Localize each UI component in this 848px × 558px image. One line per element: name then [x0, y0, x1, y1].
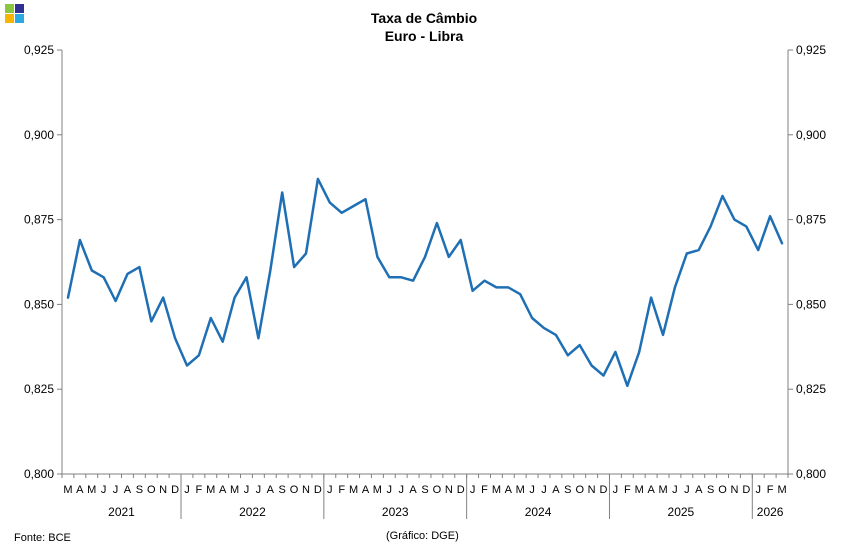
month-label: O: [718, 484, 727, 496]
year-label: 2026: [757, 505, 784, 519]
month-label: S: [279, 484, 286, 496]
y-tick-label-left: 0,825: [24, 382, 54, 396]
month-label: N: [159, 484, 167, 496]
year-label: 2025: [668, 505, 695, 519]
y-tick-label-right: 0,800: [796, 467, 826, 481]
month-label: F: [338, 484, 345, 496]
year-label: 2021: [108, 505, 135, 519]
month-label: M: [516, 484, 525, 496]
month-label: M: [373, 484, 382, 496]
month-label: M: [492, 484, 501, 496]
month-label: D: [171, 484, 179, 496]
month-label: J: [672, 484, 678, 496]
logo-square-cyan: [15, 14, 24, 23]
month-label: N: [730, 484, 738, 496]
month-label: J: [529, 484, 535, 496]
month-label: J: [101, 484, 107, 496]
month-label: M: [87, 484, 96, 496]
month-label: D: [742, 484, 750, 496]
month-label: J: [256, 484, 262, 496]
month-label: A: [695, 484, 703, 496]
series-marks: [66, 177, 784, 388]
y-tick-label-left: 0,875: [24, 213, 54, 227]
month-label: J: [327, 484, 333, 496]
month-label: F: [767, 484, 774, 496]
month-label: J: [541, 484, 547, 496]
month-label: J: [244, 484, 250, 496]
month-label: A: [409, 484, 417, 496]
month-label: S: [564, 484, 571, 496]
month-label: M: [658, 484, 667, 496]
y-tick-label-left: 0,850: [24, 297, 54, 311]
month-label: S: [136, 484, 143, 496]
month-label: D: [457, 484, 465, 496]
month-label: A: [552, 484, 560, 496]
month-label: O: [575, 484, 584, 496]
y-tick-label-left: 0,800: [24, 467, 54, 481]
month-label: N: [445, 484, 453, 496]
y-tick-label-right: 0,825: [796, 382, 826, 396]
credit-note: (Gráfico: DGE): [386, 530, 459, 542]
month-label: N: [302, 484, 310, 496]
logo-square-yellow: [5, 14, 14, 23]
month-label: D: [600, 484, 608, 496]
logo-square-green: [5, 4, 14, 13]
y-tick-label-right: 0,900: [796, 128, 826, 142]
month-label: A: [362, 484, 370, 496]
month-label: F: [196, 484, 203, 496]
year-label: 2023: [382, 505, 409, 519]
month-label: J: [398, 484, 404, 496]
logo-square-blue: [15, 4, 24, 13]
series-line: [66, 177, 784, 388]
month-label: O: [433, 484, 442, 496]
month-label: J: [755, 484, 761, 496]
month-label: A: [505, 484, 513, 496]
month-label: J: [684, 484, 690, 496]
axes: 0,800 0,800 0,825 0,825 0,850 0,850 0,875 0,875…: [24, 43, 826, 519]
chart-title: Taxa de Câmbio: [371, 10, 477, 26]
month-label: J: [613, 484, 619, 496]
chart-subtitle: Euro - Libra: [385, 28, 464, 44]
y-tick-label-right: 0,850: [796, 297, 826, 311]
month-label: M: [63, 484, 72, 496]
month-label: O: [290, 484, 299, 496]
month-label: M: [206, 484, 215, 496]
month-label: A: [219, 484, 227, 496]
month-label: M: [349, 484, 358, 496]
month-label: A: [267, 484, 275, 496]
logo: [5, 4, 25, 24]
month-label: J: [113, 484, 119, 496]
month-label: F: [624, 484, 631, 496]
month-label: A: [647, 484, 655, 496]
month-label: S: [707, 484, 714, 496]
month-label: J: [470, 484, 476, 496]
month-label: A: [124, 484, 132, 496]
month-label: M: [635, 484, 644, 496]
month-label: J: [184, 484, 190, 496]
month-label: A: [76, 484, 84, 496]
month-label: O: [147, 484, 156, 496]
y-tick-label-right: 0,925: [796, 43, 826, 57]
month-label: M: [777, 484, 786, 496]
month-label: D: [314, 484, 322, 496]
y-tick-label-right: 0,875: [796, 213, 826, 227]
month-label: M: [230, 484, 239, 496]
y-tick-label-left: 0,900: [24, 128, 54, 142]
month-label: S: [421, 484, 428, 496]
source-note: Fonte: BCE: [14, 532, 71, 544]
y-tick-label-left: 0,925: [24, 43, 54, 57]
year-label: 2022: [239, 505, 266, 519]
month-label: J: [387, 484, 393, 496]
month-label: N: [588, 484, 596, 496]
month-label: F: [481, 484, 488, 496]
year-label: 2024: [525, 505, 552, 519]
